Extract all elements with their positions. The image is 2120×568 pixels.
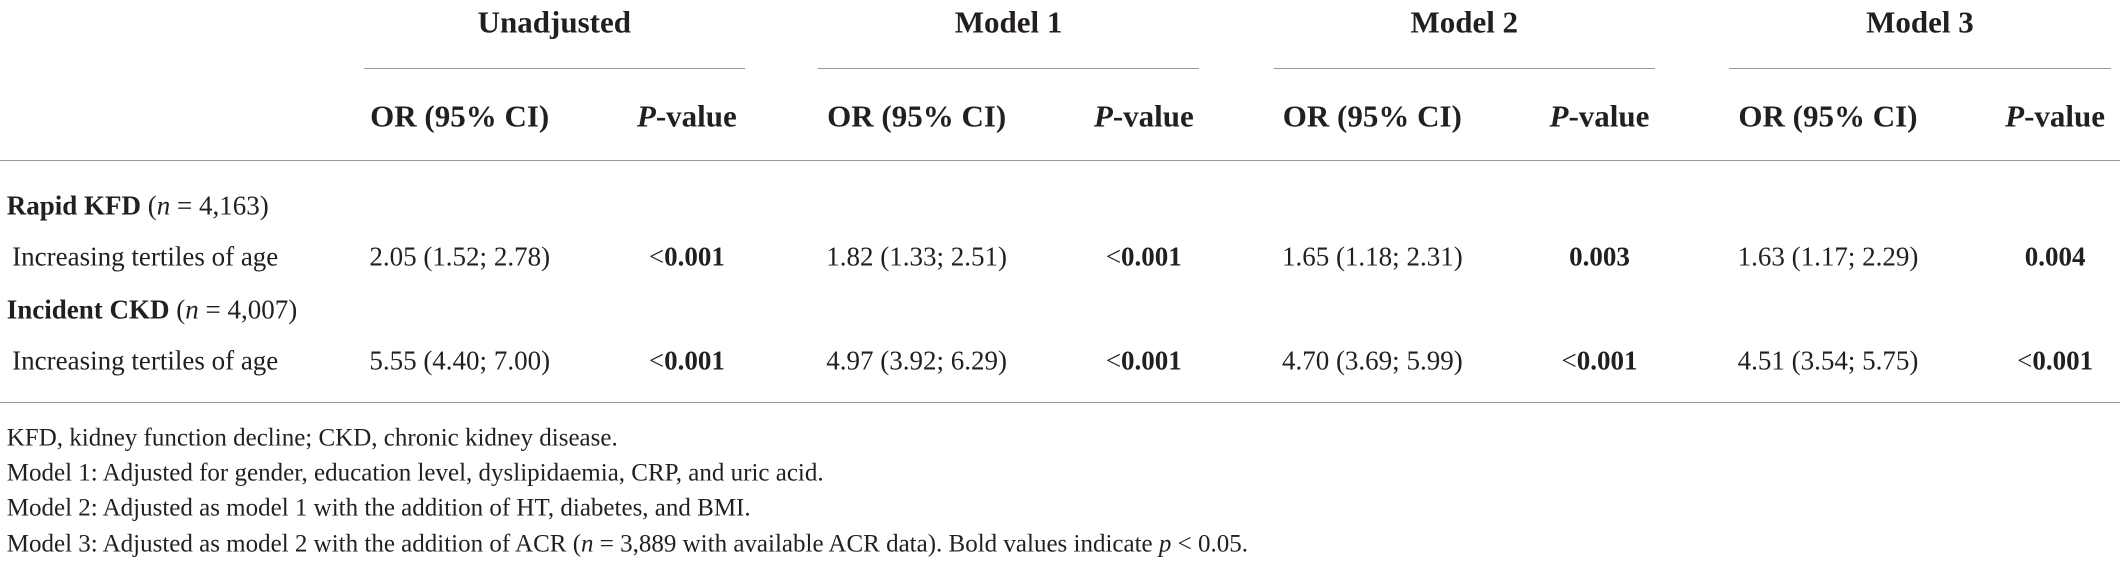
cell: 2.05 (1.52; 2.78) — [369, 243, 550, 270]
text-run: < — [648, 345, 665, 376]
text-run: 0.001 — [664, 345, 725, 376]
cell: 5.55 (4.40; 7.00) — [369, 347, 550, 374]
text-run: Model 1: Adjusted for gender, education … — [6, 459, 824, 487]
cell: 1.65 (1.18; 2.31) — [1282, 243, 1463, 270]
footnote: Model 3: Adjusted as model 2 with the ad… — [7, 531, 1248, 556]
cell: <0.001 — [1561, 347, 1637, 374]
text-run: P — [1093, 98, 1113, 134]
text-run: OR (95% CI) — [827, 98, 1007, 134]
cell: 4.51 (3.54; 5.75) — [1738, 347, 1919, 374]
text-run: < — [1105, 345, 1122, 376]
text-run: n — [581, 530, 594, 558]
text-run: < — [648, 241, 665, 272]
text-run: 0.001 — [1576, 345, 1638, 376]
rule-line — [363, 67, 745, 69]
cell: 4.97 (3.92; 6.29) — [826, 347, 1007, 374]
text-run: 0.001 — [2032, 345, 2094, 376]
cell: 4.70 (3.69; 5.99) — [1282, 347, 1463, 374]
cell: <0.001 — [2017, 347, 2093, 374]
text-run: 2.05 (1.52; 2.78) — [369, 241, 551, 272]
text-run: KFD, kidney function decline; CKD, chron… — [6, 424, 618, 452]
text-run: = 4,163) — [170, 190, 269, 220]
text-run: Incident CKD — [6, 294, 170, 325]
text-run: 4.70 (3.69; 5.99) — [1281, 345, 1463, 376]
text-run: n — [185, 294, 199, 325]
column-header: P-value — [1094, 101, 1194, 132]
section-label: Rapid KFD (n = 4,163) — [7, 192, 269, 219]
rule-line — [0, 159, 2120, 161]
text-run: 5.55 (4.40; 7.00) — [369, 345, 551, 376]
column-header: P-value — [1550, 101, 1650, 132]
text-run: = 3,889 with available ACR data). Bold v… — [593, 530, 1159, 558]
text-run: = 4,007) — [198, 294, 298, 325]
text-run: 0.001 — [664, 241, 725, 272]
text-run: 4.97 (3.92; 6.29) — [826, 345, 1008, 376]
text-run: 4.51 (3.54; 5.75) — [1737, 345, 1919, 376]
cell: 1.63 (1.17; 2.29) — [1738, 243, 1919, 270]
text-run: -value — [655, 98, 737, 134]
row-label: Increasing tertiles of age — [12, 241, 279, 272]
text-run: OR (95% CI) — [370, 98, 550, 134]
text-run: P — [2005, 98, 2025, 134]
text-run: -value — [1568, 98, 1650, 134]
text-run: ( — [141, 190, 157, 220]
cell: 1.82 (1.33; 2.51) — [826, 243, 1007, 270]
text-run: OR (95% CI) — [1738, 98, 1918, 134]
cell: <0.001 — [1106, 347, 1182, 374]
cell: 0.004 — [2025, 243, 2086, 270]
text-run: ( — [169, 294, 186, 325]
text-run: P — [1549, 98, 1569, 134]
footnote: Model 2: Adjusted as model 1 with the ad… — [7, 496, 751, 521]
column-header: P-value — [2005, 101, 2105, 132]
text-run: p — [1158, 530, 1172, 558]
cell: <0.001 — [649, 347, 725, 374]
text-run: n — [156, 190, 171, 220]
text-run: 0.001 — [1121, 241, 1182, 272]
cell: <0.001 — [1106, 243, 1182, 270]
group-header: Model 2 — [1410, 4, 1519, 40]
text-run: < 0.05. — [1171, 530, 1249, 558]
text-run: 0.004 — [2024, 241, 2086, 272]
column-header: OR (95% CI) — [1738, 101, 1917, 132]
cell: <0.001 — [649, 243, 725, 270]
text-run: 1.82 (1.33; 2.51) — [826, 241, 1008, 272]
text-run: 0.003 — [1569, 241, 1630, 272]
text-run: < — [2017, 345, 2033, 376]
column-header: OR (95% CI) — [1283, 101, 1462, 132]
group-header: Model 1 — [954, 4, 1063, 40]
text-run: 1.65 (1.18; 2.31) — [1281, 241, 1463, 272]
column-header: OR (95% CI) — [370, 101, 549, 132]
text-run: 1.63 (1.17; 2.29) — [1737, 241, 1919, 272]
text-run: P — [636, 98, 656, 134]
group-header: Unadjusted — [477, 4, 631, 40]
footnote: KFD, kidney function decline; CKD, chron… — [7, 426, 618, 451]
footnote: Model 1: Adjusted for gender, education … — [7, 461, 824, 486]
cell: 0.003 — [1569, 243, 1630, 270]
row-label: Increasing tertiles of age — [12, 345, 279, 376]
text-run: -value — [2024, 98, 2106, 134]
text-run: OR (95% CI) — [1282, 98, 1462, 134]
rule-line — [817, 67, 1200, 69]
section-label: Incident CKD (n = 4,007) — [7, 296, 297, 323]
column-header: OR (95% CI) — [827, 101, 1006, 132]
column-header: P-value — [637, 101, 737, 132]
text-run: Model 2: Adjusted as model 1 with the ad… — [6, 494, 751, 522]
group-header: Model 3 — [1866, 4, 1974, 40]
text-run: Rapid KFD — [6, 190, 142, 220]
text-run: < — [1561, 345, 1577, 376]
rule-line — [0, 401, 2120, 403]
text-run: Model 3: Adjusted as model 2 with the ad… — [6, 530, 582, 558]
rule-line — [1273, 67, 1655, 69]
text-run: -value — [1112, 98, 1194, 134]
text-run: < — [1105, 241, 1122, 272]
rule-line — [1729, 67, 2111, 69]
text-run: 0.001 — [1121, 345, 1182, 376]
